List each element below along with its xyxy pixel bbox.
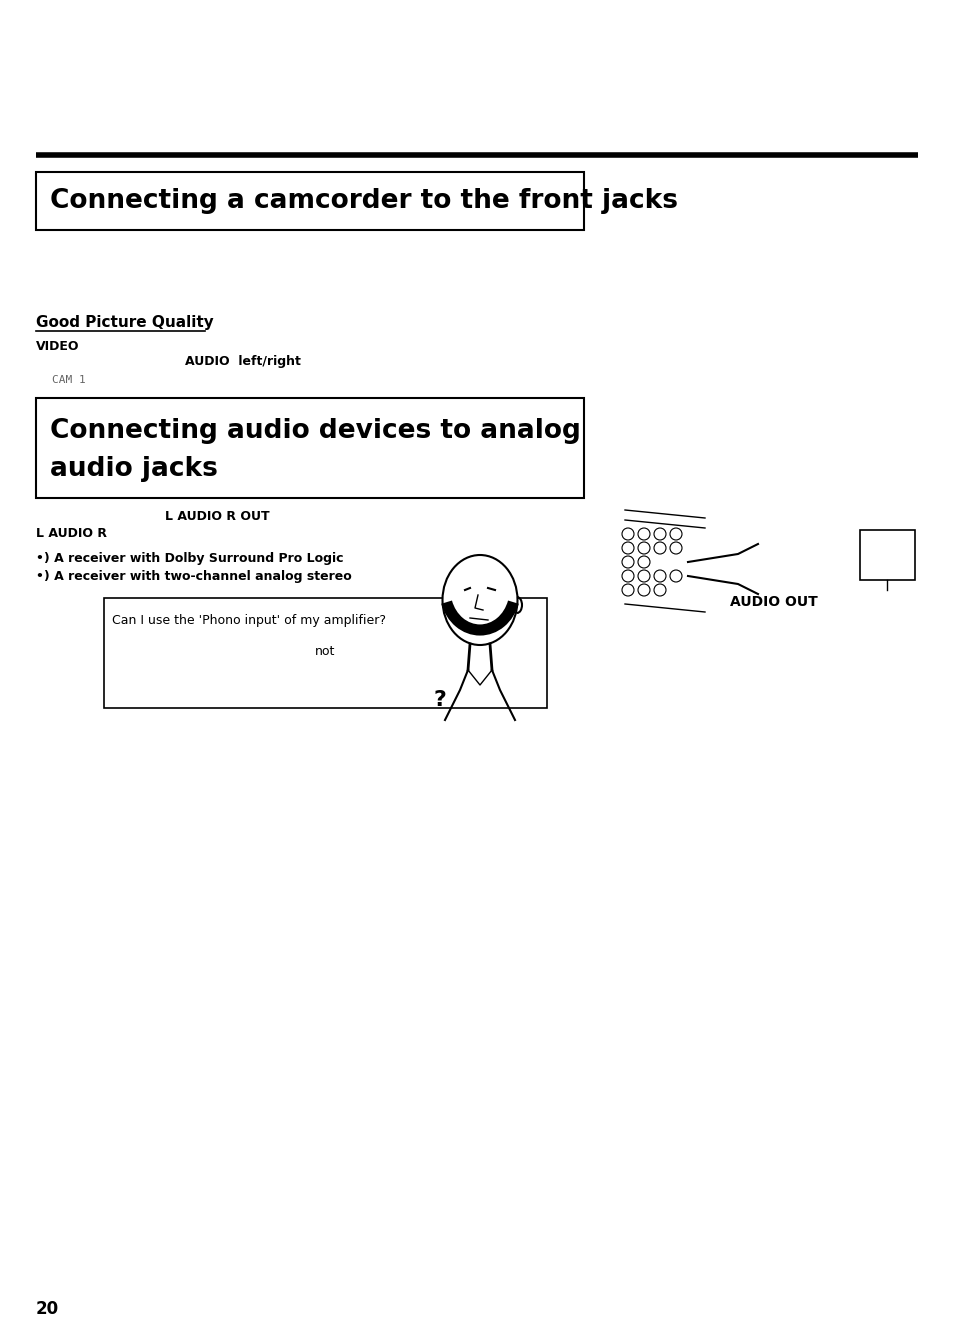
Text: CAM 1: CAM 1 — [52, 375, 86, 385]
Text: Good Picture Quality: Good Picture Quality — [36, 314, 213, 330]
Text: 20: 20 — [36, 1301, 59, 1318]
Bar — [104, 598, 546, 708]
Text: Connecting a camcorder to the front jacks: Connecting a camcorder to the front jack… — [50, 189, 678, 214]
Ellipse shape — [442, 555, 517, 645]
Text: L AUDIO R: L AUDIO R — [36, 527, 107, 541]
Text: L AUDIO R OUT: L AUDIO R OUT — [165, 510, 270, 523]
Text: •) A receiver with Dolby Surround Pro Logic: •) A receiver with Dolby Surround Pro Lo… — [36, 553, 343, 565]
Bar — [36, 173, 583, 230]
Text: audio jacks: audio jacks — [50, 456, 217, 482]
Text: AUDIO OUT: AUDIO OUT — [729, 595, 817, 609]
Text: Connecting audio devices to analog: Connecting audio devices to analog — [50, 417, 580, 444]
Text: •) A receiver with two-channel analog stereo: •) A receiver with two-channel analog st… — [36, 570, 352, 583]
Text: not: not — [315, 645, 335, 658]
Text: AUDIO  left/right: AUDIO left/right — [185, 355, 300, 368]
Bar — [36, 397, 583, 498]
Bar — [859, 530, 914, 579]
Text: ?: ? — [433, 690, 446, 710]
Text: VIDEO: VIDEO — [36, 340, 79, 353]
Text: Can I use the 'Phono input' of my amplifier?: Can I use the 'Phono input' of my amplif… — [112, 614, 386, 628]
